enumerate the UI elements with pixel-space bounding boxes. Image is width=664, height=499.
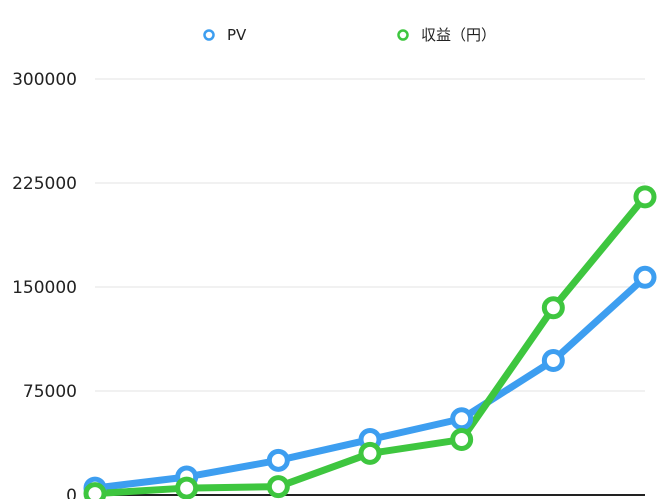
legend: PV 収益（円）: [203, 26, 496, 44]
y-tick-label: 150000: [12, 278, 77, 298]
legend-label: PV: [227, 26, 247, 44]
legend-marker: [397, 29, 409, 41]
data-point: [83, 482, 107, 499]
data-point: [450, 407, 474, 431]
legend-label: 収益（円）: [421, 26, 496, 44]
y-tick-label: 75000: [23, 382, 77, 402]
data-point: [450, 428, 474, 452]
legend-marker: [203, 29, 215, 41]
data-point: [633, 265, 657, 289]
data-point: [266, 448, 290, 472]
y-tick-label: 300000: [12, 70, 77, 90]
grid-lines: [95, 78, 645, 392]
data-point: [358, 441, 382, 465]
data-point: [175, 476, 199, 499]
data-point: [266, 475, 290, 499]
data-point: [541, 296, 565, 320]
series-layer: [83, 185, 657, 499]
y-tick-label: 0: [66, 486, 77, 499]
data-point: [541, 348, 565, 372]
data-point: [633, 185, 657, 209]
y-tick-label: 225000: [12, 174, 77, 194]
y-axis: 0 75000 150000 225000 300000: [12, 70, 77, 499]
